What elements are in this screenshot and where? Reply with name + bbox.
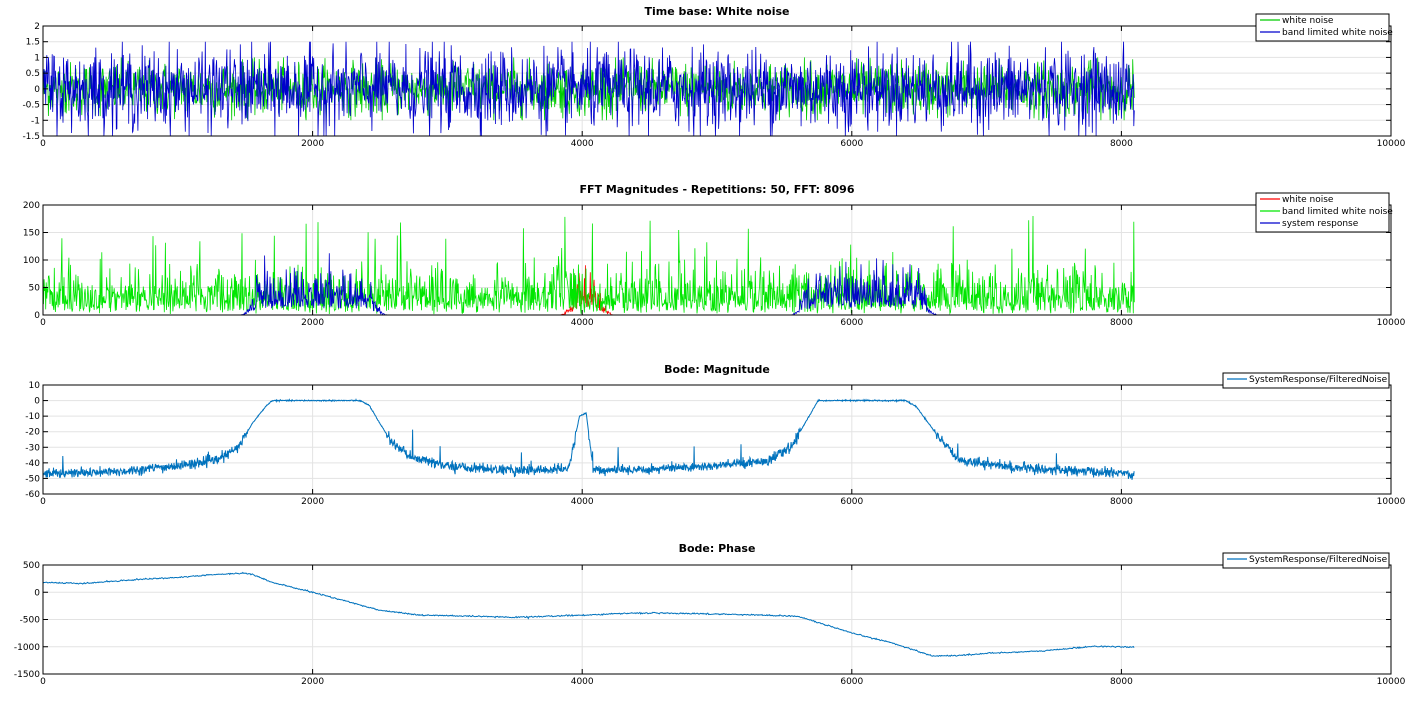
y-tick-label: -1500 bbox=[14, 670, 40, 680]
y-tick-label: -0.5 bbox=[22, 101, 40, 111]
legend: SystemResponse/FilteredNoise bbox=[1222, 372, 1390, 389]
legend-label: white noise bbox=[1282, 195, 1334, 205]
x-tick-label: 2000 bbox=[301, 139, 324, 149]
x-tick-label: 6000 bbox=[840, 139, 863, 149]
x-tick-label: 10000 bbox=[1377, 497, 1406, 507]
x-tick-label: 10000 bbox=[1377, 318, 1406, 328]
y-tick-label: 1 bbox=[34, 53, 40, 63]
plot-area bbox=[43, 385, 1391, 494]
axes-box bbox=[42, 25, 1392, 137]
legend-label: band limited white noise bbox=[1282, 28, 1393, 38]
series-group bbox=[43, 398, 1135, 480]
y-tick-label: 150 bbox=[23, 229, 40, 239]
x-tick-label: 4000 bbox=[571, 497, 594, 507]
series-line bbox=[43, 215, 1135, 315]
y-tick-label: 0 bbox=[34, 311, 40, 321]
chart-title: Bode: Magnitude bbox=[664, 363, 770, 376]
legend-box bbox=[1222, 552, 1390, 569]
series-group bbox=[43, 41, 1135, 136]
axes-box bbox=[42, 384, 1392, 495]
y-tick-label: -500 bbox=[20, 616, 41, 626]
x-tick-label: 4000 bbox=[571, 677, 594, 687]
y-tick-label: 0 bbox=[34, 397, 40, 407]
chart-panel-1: 0 2000 4000 6000 8000 10000 -1.5 -1 -0.5 0 0.5 1 1.5… bbox=[22, 5, 1405, 149]
series-line bbox=[43, 57, 1135, 121]
x-tick-label: 6000 bbox=[840, 677, 863, 687]
y-tick-label: 0 bbox=[34, 588, 40, 598]
legend: white noise band limited white noise syste… bbox=[1255, 192, 1393, 233]
chart-title: Time base: White noise bbox=[644, 5, 789, 18]
y-tick-label: -10 bbox=[25, 412, 40, 422]
x-tick-label: 10000 bbox=[1377, 677, 1406, 687]
chart-panel-2: 0 2000 4000 6000 8000 10000 0 50 100 150 200 FFT Ma… bbox=[23, 183, 1406, 328]
legend-label: band limited white noise bbox=[1282, 207, 1393, 217]
series-line bbox=[43, 41, 1135, 136]
x-tick-label: 8000 bbox=[1110, 497, 1133, 507]
y-tick-label: 10 bbox=[29, 381, 41, 391]
y-tick-label: 1.5 bbox=[26, 38, 40, 48]
y-tick-label: 100 bbox=[23, 256, 40, 266]
x-tick-label: 8000 bbox=[1110, 139, 1133, 149]
x-tick-label: 2000 bbox=[301, 677, 324, 687]
legend-box bbox=[1222, 372, 1390, 389]
series-group bbox=[43, 215, 1135, 315]
y-tick-label: -50 bbox=[25, 474, 40, 484]
x-tick-label: 0 bbox=[40, 677, 46, 687]
x-tick-label: 2000 bbox=[301, 497, 324, 507]
legend-label: system response bbox=[1282, 219, 1359, 229]
legend-label: SystemResponse/FilteredNoise bbox=[1249, 555, 1388, 565]
legend: SystemResponse/FilteredNoise bbox=[1222, 552, 1390, 569]
y-tick-label: -20 bbox=[25, 428, 40, 438]
y-tick-label: 50 bbox=[29, 284, 41, 294]
x-tick-label: 0 bbox=[40, 318, 46, 328]
y-tick-label: -1000 bbox=[14, 643, 40, 653]
y-tick-label: 500 bbox=[23, 561, 40, 571]
chart-panel-4: 0 2000 4000 6000 8000 10000 -1500 -1000 -500 0 500… bbox=[14, 542, 1406, 687]
chart-title: Bode: Phase bbox=[679, 542, 756, 555]
y-tick-label: -1 bbox=[31, 116, 40, 126]
x-tick-label: 4000 bbox=[571, 318, 594, 328]
y-tick-label: 0.5 bbox=[26, 69, 40, 79]
x-tick-label: 10000 bbox=[1377, 139, 1406, 149]
x-tick-label: 4000 bbox=[571, 139, 594, 149]
legend: white noise band limited white noise bbox=[1255, 13, 1393, 42]
series-group bbox=[43, 571, 1135, 658]
y-tick-label: 2 bbox=[34, 22, 40, 32]
legend-box bbox=[1255, 13, 1390, 42]
x-tick-label: 0 bbox=[40, 139, 46, 149]
y-tick-label: 200 bbox=[23, 201, 40, 211]
y-tick-label: -60 bbox=[25, 490, 40, 500]
x-tick-label: 6000 bbox=[840, 497, 863, 507]
x-tick-label: 8000 bbox=[1110, 318, 1133, 328]
series-line bbox=[43, 398, 1135, 480]
x-tick-label: 0 bbox=[40, 497, 46, 507]
series-line bbox=[43, 571, 1135, 658]
chart-title: FFT Magnitudes - Repetitions: 50, FFT: 8… bbox=[580, 183, 855, 196]
x-tick-label: 6000 bbox=[840, 318, 863, 328]
x-tick-label: 2000 bbox=[301, 318, 324, 328]
y-tick-label: -40 bbox=[25, 459, 40, 469]
y-tick-label: -30 bbox=[25, 443, 40, 453]
legend-label: SystemResponse/FilteredNoise bbox=[1249, 375, 1388, 385]
chart-panel-3: 0 2000 4000 6000 8000 10000 -60 -50 -40 -30 -20 -10… bbox=[25, 363, 1405, 507]
y-tick-label: -1.5 bbox=[22, 132, 40, 142]
legend-label: white noise bbox=[1282, 16, 1334, 26]
y-tick-label: 0 bbox=[34, 85, 40, 95]
x-tick-label: 8000 bbox=[1110, 677, 1133, 687]
